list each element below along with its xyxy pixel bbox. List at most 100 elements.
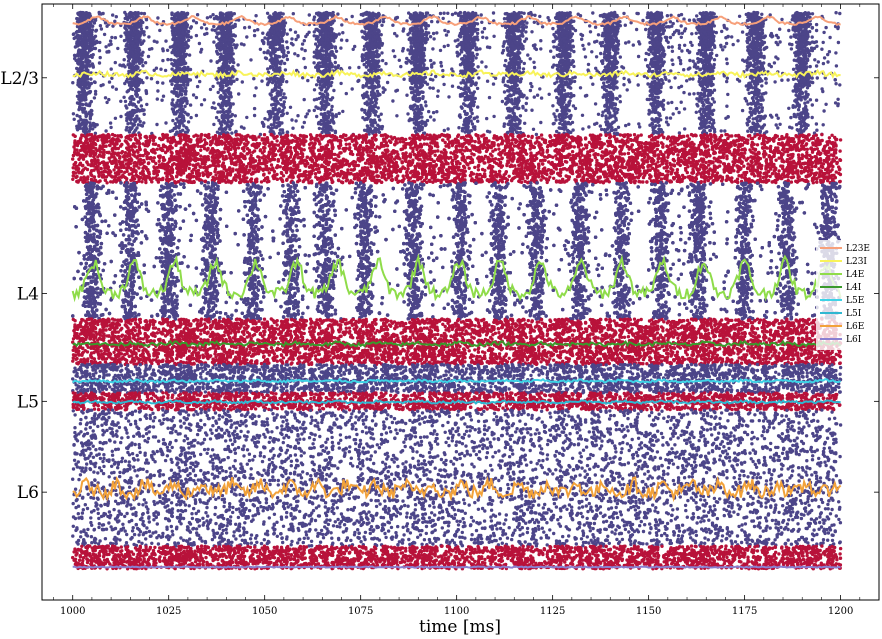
spike-dot xyxy=(221,12,225,16)
spike-dot xyxy=(685,79,689,83)
spike-dot xyxy=(683,27,688,31)
spike-dot xyxy=(516,13,520,17)
spike-dot xyxy=(443,28,447,33)
spike-dot xyxy=(538,14,542,19)
spike-dot xyxy=(719,45,723,49)
spike-dot xyxy=(797,32,802,36)
spike-dot xyxy=(654,15,658,19)
spike-dot xyxy=(372,42,376,46)
spike-dot xyxy=(80,25,84,30)
spike-dot xyxy=(266,32,270,36)
spike-dot xyxy=(407,37,411,42)
spike-dot xyxy=(754,11,758,15)
spike-dot xyxy=(288,28,293,32)
spike-dot xyxy=(369,31,374,35)
spike-dot xyxy=(488,45,492,50)
spike-dot xyxy=(562,36,567,40)
spike-dot xyxy=(91,43,95,47)
spike-dot xyxy=(704,26,708,30)
spike-dot xyxy=(760,30,764,34)
spike-dot xyxy=(677,43,682,48)
spike-dot xyxy=(85,42,89,46)
spike-dot xyxy=(670,58,674,62)
spike-dot xyxy=(522,11,526,15)
spike-dot xyxy=(572,19,576,23)
spike-dot xyxy=(760,12,764,16)
spike-dot xyxy=(93,34,98,38)
spike-dot xyxy=(129,29,133,33)
spike-dot xyxy=(725,61,729,66)
spike-dot xyxy=(205,16,210,20)
spike-dot xyxy=(114,15,119,19)
spike-dot xyxy=(806,41,810,45)
spike-dot xyxy=(138,38,142,42)
spike-dot xyxy=(508,38,512,42)
spike-dot xyxy=(491,11,496,15)
spike-dot xyxy=(81,29,85,34)
spike-dot xyxy=(326,44,330,49)
spike-dot xyxy=(362,44,367,48)
spike-dot xyxy=(412,34,416,38)
spike-dot xyxy=(119,34,123,38)
spike-dot xyxy=(780,17,784,22)
spike-dot xyxy=(180,30,185,35)
spike-dot xyxy=(724,36,728,40)
spike-dot xyxy=(660,24,664,28)
spike-dot xyxy=(145,25,149,30)
spike-dot xyxy=(391,23,395,27)
spike-dot xyxy=(229,44,233,48)
spike-dot xyxy=(274,36,279,41)
spike-dot xyxy=(266,40,271,44)
spike-dot xyxy=(778,40,782,44)
spike-dot xyxy=(475,22,480,26)
spike-dot xyxy=(442,44,446,49)
spike-dot xyxy=(826,52,830,57)
spike-dot xyxy=(71,81,75,85)
spike-dot xyxy=(670,45,674,49)
spike-dot xyxy=(700,15,705,19)
spike-dot xyxy=(330,76,335,81)
spike-dot xyxy=(414,31,418,35)
spike-dot xyxy=(687,18,692,22)
spike-dot xyxy=(441,16,445,21)
spike-dot xyxy=(314,37,319,41)
spike-dot xyxy=(665,35,669,40)
spike-dot xyxy=(123,31,127,35)
spike-dot xyxy=(459,41,463,45)
spike-dot xyxy=(393,31,397,36)
spike-dot xyxy=(92,21,97,25)
spike-dot xyxy=(714,30,718,35)
spike-dot xyxy=(321,43,325,48)
spike-dot xyxy=(74,35,78,39)
spike-dot xyxy=(314,11,319,16)
spike-dot xyxy=(647,35,651,39)
spike-dot xyxy=(631,43,635,47)
spike-dot xyxy=(348,66,352,70)
spike-dot xyxy=(424,30,428,35)
spike-dot xyxy=(315,27,319,32)
spike-dot xyxy=(89,32,93,36)
spike-dot xyxy=(679,35,683,39)
spike-dot xyxy=(321,38,325,42)
spike-dot xyxy=(582,47,586,51)
spike-dot xyxy=(194,21,199,25)
spike-dot xyxy=(788,42,792,46)
spike-dot xyxy=(814,22,819,27)
spike-dot xyxy=(467,13,471,17)
spike-dot xyxy=(374,22,378,26)
spike-dot xyxy=(76,11,81,15)
spike-dot xyxy=(279,36,284,41)
spike-dot xyxy=(323,11,328,15)
spike-dot xyxy=(838,11,842,16)
spike-dot xyxy=(212,40,216,44)
spike-dot xyxy=(480,20,484,24)
spike-dot xyxy=(217,41,221,46)
spike-raster xyxy=(71,10,843,571)
spike-dot xyxy=(270,29,274,34)
spike-dot xyxy=(149,77,154,81)
spike-dot xyxy=(565,11,569,15)
spike-dot xyxy=(252,29,257,33)
spike-dot xyxy=(622,11,626,16)
spike-dot xyxy=(126,17,130,22)
